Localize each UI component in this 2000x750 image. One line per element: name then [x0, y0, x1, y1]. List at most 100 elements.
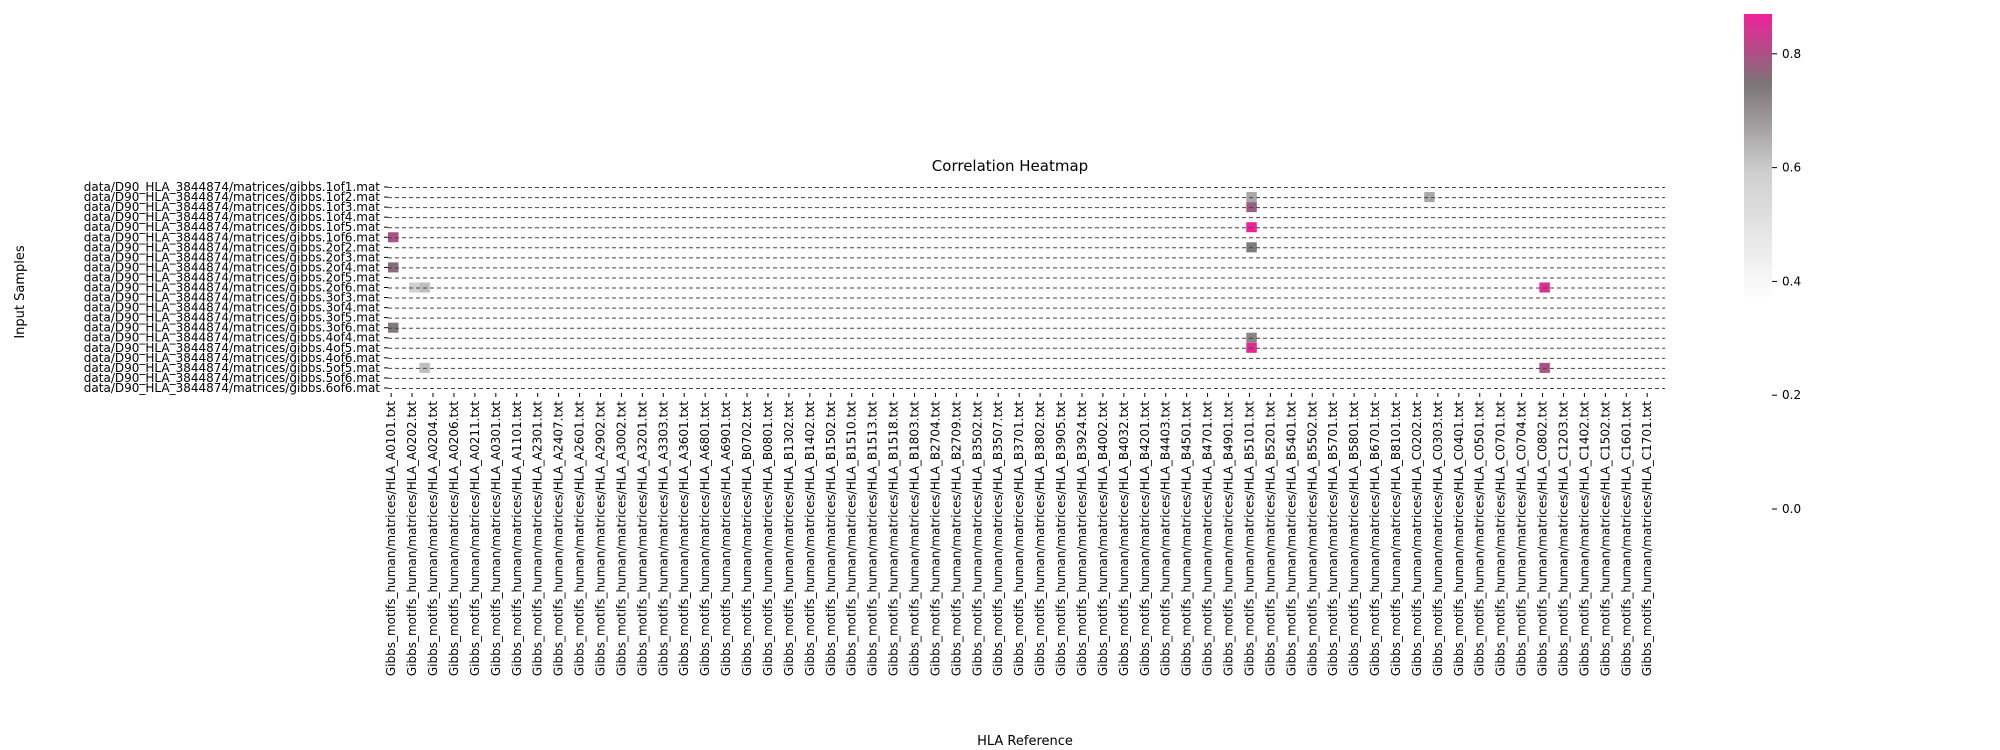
row-label: data/D90_HLA_3844874/matrices/gibbs.2of5…	[84, 270, 380, 284]
column-label: Gibbs_motifs_human/matrices/HLA_B5401.tx…	[1284, 401, 1298, 676]
chart-title: Correlation Heatmap	[932, 157, 1088, 175]
column-label: Gibbs_motifs_human/matrices/HLA_B1302.tx…	[782, 401, 796, 676]
column-label: Gibbs_motifs_human/matrices/HLA_A2902.tx…	[593, 401, 607, 676]
column-label: Gibbs_motifs_human/matrices/HLA_A0101.tx…	[384, 401, 398, 676]
column-label: Gibbs_motifs_human/matrices/HLA_B4701.tx…	[1201, 401, 1215, 676]
column-label: Gibbs_motifs_human/matrices/HLA_B4501.tx…	[1180, 401, 1194, 676]
column-label: Gibbs_motifs_human/matrices/HLA_B1513.tx…	[866, 401, 880, 676]
heatmap-cell	[388, 262, 399, 273]
row-label: data/D90_HLA_3844874/matrices/gibbs.4of6…	[84, 351, 380, 365]
row-label: data/D90_HLA_3844874/matrices/gibbs.3of5…	[84, 311, 380, 325]
column-label: Gibbs_motifs_human/matrices/HLA_B3701.tx…	[1012, 401, 1026, 676]
x-axis-label: HLA Reference	[977, 734, 1073, 749]
column-label: Gibbs_motifs_human/matrices/HLA_A2601.tx…	[573, 401, 587, 676]
column-label: Gibbs_motifs_human/matrices/HLA_C1502.tx…	[1598, 401, 1612, 677]
colorbar: 0.0 0.2 0.4 0.6 0.8	[1744, 14, 1801, 516]
heatmap-cells	[388, 192, 1550, 373]
colorbar-tick-label: 0.8	[1782, 47, 1801, 61]
column-label: Gibbs_motifs_human/matrices/HLA_B1518.tx…	[887, 401, 901, 676]
column-label: Gibbs_motifs_human/matrices/HLA_B4032.tx…	[1117, 401, 1131, 676]
heatmap-cell	[408, 282, 420, 293]
heatmap-cell	[388, 232, 399, 243]
row-label: data/D90_HLA_3844874/matrices/gibbs.5of5…	[84, 361, 380, 375]
column-label: Gibbs_motifs_human/matrices/HLA_B3905.tx…	[1054, 401, 1068, 676]
column-label: Gibbs_motifs_human/matrices/HLA_B2704.tx…	[928, 401, 942, 676]
column-label: Gibbs_motifs_human/matrices/HLA_A3002.tx…	[614, 401, 628, 676]
colorbar-tick-label: 0.6	[1782, 161, 1801, 175]
column-label: Gibbs_motifs_human/matrices/HLA_B6701.tx…	[1368, 401, 1382, 676]
column-label: Gibbs_motifs_human/matrices/HLA_A3601.tx…	[677, 401, 691, 676]
colorbar-tick-label: 0.0	[1782, 502, 1801, 516]
row-label: data/D90_HLA_3844874/matrices/gibbs.1of1…	[84, 180, 380, 194]
column-label: Gibbs_motifs_human/matrices/HLA_C1402.tx…	[1577, 401, 1591, 677]
column-label: Gibbs_motifs_human/matrices/HLA_A2407.tx…	[552, 401, 566, 676]
column-label: Gibbs_motifs_human/matrices/HLA_B3802.tx…	[1033, 401, 1047, 676]
heatmap-cell	[388, 322, 399, 333]
row-label: data/D90_HLA_3844874/matrices/gibbs.2of2…	[84, 240, 380, 254]
column-label: Gibbs_motifs_human/matrices/HLA_B5701.tx…	[1326, 401, 1340, 676]
column-label: Gibbs_motifs_human/matrices/HLA_C0501.tx…	[1473, 401, 1487, 677]
column-label: Gibbs_motifs_human/matrices/HLA_A3201.tx…	[635, 401, 649, 676]
column-label: Gibbs_motifs_human/matrices/HLA_B1402.tx…	[803, 401, 817, 676]
column-label: Gibbs_motifs_human/matrices/HLA_C0802.tx…	[1536, 401, 1550, 677]
column-label: Gibbs_motifs_human/matrices/HLA_B4002.tx…	[1096, 401, 1110, 676]
column-label: Gibbs_motifs_human/matrices/HLA_B3507.tx…	[991, 401, 1005, 676]
column-label: Gibbs_motifs_human/matrices/HLA_B4403.tx…	[1159, 401, 1173, 676]
row-label: data/D90_HLA_3844874/matrices/gibbs.4of4…	[84, 331, 380, 345]
column-label: Gibbs_motifs_human/matrices/HLA_A0301.tx…	[489, 401, 503, 676]
column-label: Gibbs_motifs_human/matrices/HLA_B1502.tx…	[824, 401, 838, 676]
heatmap-cell	[1424, 192, 1435, 203]
row-label: data/D90_HLA_3844874/matrices/gibbs.6of6…	[84, 381, 380, 395]
column-label: Gibbs_motifs_human/matrices/HLA_B1510.tx…	[845, 401, 859, 676]
column-label: Gibbs_motifs_human/matrices/HLA_C1601.tx…	[1619, 401, 1633, 677]
column-label: Gibbs_motifs_human/matrices/HLA_A2301.tx…	[531, 401, 545, 676]
colorbar-tick-label: 0.4	[1782, 274, 1801, 288]
row-label: data/D90_HLA_3844874/matrices/gibbs.5of6…	[84, 371, 380, 385]
column-label: Gibbs_motifs_human/matrices/HLA_C0303.tx…	[1431, 401, 1445, 677]
row-label: data/D90_HLA_3844874/matrices/gibbs.1of4…	[84, 210, 380, 224]
column-label: Gibbs_motifs_human/matrices/HLA_B5502.tx…	[1305, 401, 1319, 676]
row-label: data/D90_HLA_3844874/matrices/gibbs.1of6…	[84, 230, 380, 244]
row-label: data/D90_HLA_3844874/matrices/gibbs.1of2…	[84, 190, 380, 204]
column-label: Gibbs_motifs_human/matrices/HLA_C0701.tx…	[1494, 401, 1508, 677]
column-label: Gibbs_motifs_human/matrices/HLA_A3303.tx…	[656, 401, 670, 676]
column-label: Gibbs_motifs_human/matrices/HLA_B3924.tx…	[1075, 401, 1089, 676]
row-labels: data/D90_HLA_3844874/matrices/gibbs.1of1…	[84, 180, 388, 395]
column-label: Gibbs_motifs_human/matrices/HLA_C1203.tx…	[1556, 401, 1570, 677]
column-label: Gibbs_motifs_human/matrices/HLA_B0801.tx…	[761, 401, 775, 676]
column-label: Gibbs_motifs_human/matrices/HLA_B0702.tx…	[740, 401, 754, 676]
column-label: Gibbs_motifs_human/matrices/HLA_C0401.tx…	[1452, 401, 1466, 677]
row-label: data/D90_HLA_3844874/matrices/gibbs.3of4…	[84, 301, 380, 315]
column-label: Gibbs_motifs_human/matrices/HLA_B4201.tx…	[1138, 401, 1152, 676]
column-label: Gibbs_motifs_human/matrices/HLA_B3502.tx…	[970, 401, 984, 676]
row-label: data/D90_HLA_3844874/matrices/gibbs.2of6…	[84, 281, 380, 295]
column-label: Gibbs_motifs_human/matrices/HLA_B5201.tx…	[1263, 401, 1277, 676]
row-label: data/D90_HLA_3844874/matrices/gibbs.2of3…	[84, 250, 380, 264]
row-label: data/D90_HLA_3844874/matrices/gibbs.1of5…	[84, 220, 380, 234]
column-label: Gibbs_motifs_human/matrices/HLA_A1101.tx…	[510, 401, 524, 676]
column-label: Gibbs_motifs_human/matrices/HLA_B1803.tx…	[908, 401, 922, 676]
colorbar-tick-label: 0.2	[1782, 388, 1801, 402]
colorbar-gradient	[1744, 14, 1772, 509]
column-label: Gibbs_motifs_human/matrices/HLA_A0204.tx…	[426, 401, 440, 676]
column-label: Gibbs_motifs_human/matrices/HLA_C0704.tx…	[1515, 401, 1529, 677]
column-label: Gibbs_motifs_human/matrices/HLA_C1701.tx…	[1640, 401, 1654, 677]
column-label: Gibbs_motifs_human/matrices/HLA_B5801.tx…	[1347, 401, 1361, 676]
row-separators	[388, 187, 1665, 389]
column-label: Gibbs_motifs_human/matrices/HLA_A0211.tx…	[468, 401, 482, 676]
column-label: Gibbs_motifs_human/matrices/HLA_A0206.tx…	[447, 401, 461, 676]
row-label: data/D90_HLA_3844874/matrices/gibbs.4of5…	[84, 341, 380, 355]
column-label: Gibbs_motifs_human/matrices/HLA_B4901.tx…	[1222, 401, 1236, 676]
column-label: Gibbs_motifs_human/matrices/HLA_A6901.tx…	[719, 401, 733, 676]
column-label: Gibbs_motifs_human/matrices/HLA_B8101.tx…	[1389, 401, 1403, 676]
column-label: Gibbs_motifs_human/matrices/HLA_A6801.tx…	[698, 401, 712, 676]
column-label: Gibbs_motifs_human/matrices/HLA_B5101.tx…	[1242, 401, 1256, 676]
row-label: data/D90_HLA_3844874/matrices/gibbs.2of4…	[84, 260, 380, 274]
column-label: Gibbs_motifs_human/matrices/HLA_A0202.tx…	[405, 401, 419, 676]
heatmap-cell	[1246, 222, 1257, 233]
row-label: data/D90_HLA_3844874/matrices/gibbs.1of3…	[84, 200, 380, 214]
column-label: Gibbs_motifs_human/matrices/HLA_C0202.tx…	[1410, 401, 1424, 677]
row-label: data/D90_HLA_3844874/matrices/gibbs.3of6…	[84, 321, 380, 335]
heatmap-cell	[1246, 332, 1257, 343]
